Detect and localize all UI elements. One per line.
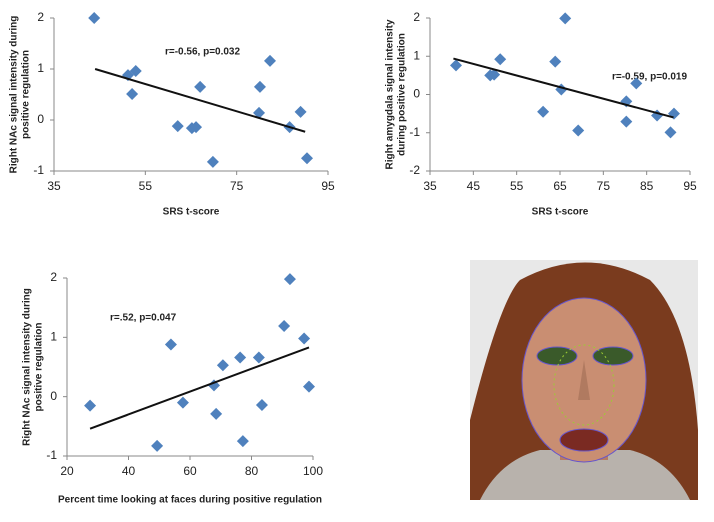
x-tick-label: 35 [423, 179, 437, 193]
x-tick-label: 85 [640, 179, 654, 193]
data-point [494, 53, 507, 66]
y-axis-label: positive regulation [21, 50, 32, 139]
y-tick-label: 2 [37, 10, 44, 24]
y-tick-label: 0 [37, 112, 44, 126]
y-axis-label: Right NAc signal intensity during [9, 16, 20, 174]
x-axis-label: SRS t-score [532, 207, 589, 218]
y-tick-label: 2 [50, 270, 57, 284]
y-tick-label: 0 [413, 87, 420, 101]
x-axis-label: Percent time looking at faces during pos… [58, 495, 322, 506]
data-point [488, 68, 501, 81]
trendline [453, 57, 674, 119]
y-tick-label: 1 [413, 48, 420, 62]
data-point [255, 398, 268, 411]
data-point [171, 120, 184, 133]
data-point [216, 359, 229, 372]
y-tick-label: -1 [33, 163, 44, 177]
x-tick-label: 80 [245, 464, 259, 478]
y-axis-label: during positive regulation [397, 33, 408, 156]
y-tick-label: 0 [50, 389, 57, 403]
data-point [298, 332, 311, 345]
data-point [559, 12, 572, 25]
data-point [572, 124, 585, 137]
left-eye [536, 346, 578, 366]
x-tick-label: 35 [47, 179, 61, 193]
y-tick-label: -1 [409, 125, 420, 139]
trendline [89, 346, 310, 430]
data-point [620, 115, 633, 128]
trendline [94, 68, 306, 133]
x-tick-label: 95 [321, 179, 335, 193]
data-point [206, 155, 219, 168]
right-eye [592, 346, 634, 366]
data-point [194, 80, 207, 93]
data-point [253, 80, 266, 93]
x-tick-label: 75 [597, 179, 611, 193]
x-tick-label: 45 [467, 179, 481, 193]
data-point [234, 351, 247, 364]
data-point [537, 105, 550, 118]
data-point [236, 435, 249, 448]
face-photo [470, 260, 698, 500]
data-point [264, 54, 277, 67]
nose [578, 360, 590, 400]
y-tick-label: 1 [50, 330, 57, 344]
y-axis-label: Right NAc signal intensity during [22, 288, 33, 446]
data-point [210, 407, 223, 420]
data-point [151, 439, 164, 452]
data-point [252, 351, 265, 364]
data-point [630, 77, 643, 90]
y-axis-label: positive regulation [34, 323, 45, 412]
x-tick-label: 75 [230, 179, 244, 193]
annotation: r=.52, p=0.047 [110, 313, 177, 324]
y-tick-label: -2 [409, 163, 420, 177]
gaze-trace [553, 344, 615, 426]
annotation: r=-0.59, p=0.019 [612, 72, 687, 83]
data-point [303, 380, 316, 393]
data-point [126, 87, 139, 100]
annotation: r=-0.56, p=0.032 [165, 47, 240, 58]
data-point [129, 65, 142, 78]
x-tick-label: 40 [122, 464, 136, 478]
data-point [664, 126, 677, 139]
x-tick-label: 65 [553, 179, 567, 193]
data-point [190, 121, 203, 134]
x-tick-label: 20 [60, 464, 74, 478]
collar [480, 450, 690, 500]
y-axis-label: Right amygdala signal intensity [385, 19, 396, 169]
data-point [84, 399, 97, 412]
data-point [549, 55, 562, 68]
y-tick-label: 2 [413, 10, 420, 24]
data-point [278, 320, 291, 333]
mouth [559, 428, 609, 452]
data-point [88, 12, 101, 24]
data-point [450, 59, 462, 72]
data-point [283, 273, 296, 286]
x-axis-label: SRS t-score [163, 207, 220, 218]
y-tick-label: 1 [37, 61, 44, 75]
x-tick-label: 95 [683, 179, 697, 193]
x-tick-label: 100 [303, 464, 323, 478]
data-point [253, 106, 266, 119]
data-point [300, 152, 313, 165]
x-tick-label: 60 [183, 464, 197, 478]
data-point [164, 338, 177, 351]
x-tick-label: 55 [139, 179, 153, 193]
x-tick-label: 55 [510, 179, 524, 193]
data-point [294, 105, 307, 118]
y-tick-label: -1 [46, 448, 57, 462]
data-point [667, 107, 680, 120]
data-point [176, 396, 189, 409]
face-aoi [521, 297, 647, 463]
